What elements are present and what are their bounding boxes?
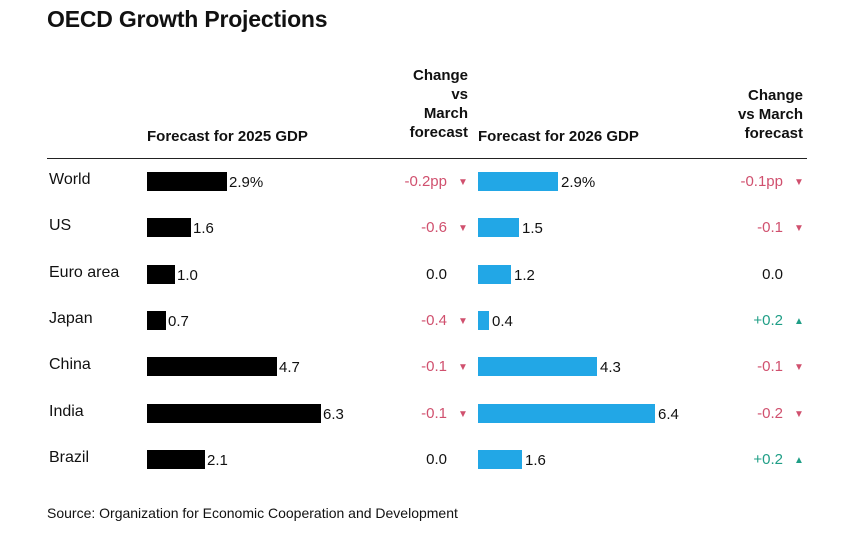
header-change-2026: Change vs March forecast (703, 86, 803, 143)
source-note: Source: Organization for Economic Cooper… (47, 505, 458, 521)
country-label-euro-area: Euro area (49, 263, 120, 281)
arrow-up-icon: ▲ (794, 315, 804, 327)
header-change-2026-line-3: forecast (744, 125, 803, 142)
arrow-down-icon: ▼ (794, 177, 804, 188)
change-2025-japan: -0.4 (421, 311, 447, 329)
header-change-2026-line-2: vs March (737, 106, 803, 123)
change-2025-brazil: 0.0 (426, 450, 447, 468)
bar-2025-india (147, 403, 321, 423)
change-2026-japan: +0.2 (753, 311, 783, 329)
country-label-brazil: Brazil (49, 448, 90, 466)
value-2025-india: 6.3 (323, 405, 344, 423)
arrow-down-icon: ▼ (458, 315, 468, 327)
bar-2025-japan (147, 310, 166, 330)
value-2026-china: 4.3 (600, 359, 621, 377)
change-2025-world: -0.2pp (404, 173, 447, 190)
value-2026-brazil: 1.6 (525, 451, 546, 469)
bar-2025-china (147, 357, 277, 377)
header-change-2025-line-4: forecast (409, 124, 468, 141)
change-2026-world: -0.1pp (740, 173, 783, 190)
header-forecast-2025: Forecast for 2025 GDP (147, 128, 308, 145)
arrow-down-icon: ▼ (458, 362, 468, 374)
chart-title: OECD Growth Projections (47, 6, 328, 32)
header-change-2025: Change vs March forecast (388, 66, 468, 142)
arrow-down-icon: ▼ (458, 177, 468, 188)
country-label-japan: Japan (49, 309, 93, 327)
change-2026-india: -0.2 (757, 404, 783, 422)
header-change-2025-line-3: March (423, 105, 468, 122)
bar-2026-us (478, 218, 519, 238)
country-label-china: China (49, 356, 91, 374)
arrow-down-icon: ▼ (794, 362, 804, 374)
value-2025-us: 1.6 (193, 220, 214, 238)
change-2025-us: -0.6 (421, 219, 447, 237)
value-2025-euro-area: 1.0 (177, 266, 198, 284)
arrow-down-icon: ▼ (458, 223, 468, 235)
value-2026-india: 6.4 (658, 405, 679, 423)
bar-2026-world (478, 172, 558, 191)
bar-2026-india (478, 403, 655, 423)
value-2026-us: 1.5 (522, 220, 543, 238)
change-2026-us: -0.1 (757, 219, 783, 237)
header-change-2025-line-1: Change (412, 67, 468, 84)
bar-2026-japan (478, 310, 489, 330)
header-change-2026-line-1: Change (747, 87, 803, 104)
bar-2025-brazil (147, 449, 205, 469)
arrow-down-icon: ▼ (794, 408, 804, 420)
country-label-us: US (49, 217, 72, 235)
value-2026-world: 2.9% (561, 174, 596, 191)
header-forecast-2026: Forecast for 2026 GDP (478, 128, 639, 145)
bar-2026-euro-area (478, 264, 511, 284)
country-label-india: India (49, 402, 84, 420)
change-2026-euro-area: 0.0 (762, 265, 783, 283)
value-2025-japan: 0.7 (168, 312, 189, 330)
change-2025-china: -0.1 (421, 358, 447, 376)
change-2026-china: -0.1 (757, 358, 783, 376)
value-2025-brazil: 2.1 (207, 451, 228, 469)
change-2025-india: -0.1 (421, 404, 447, 422)
bar-2026-brazil (478, 449, 522, 469)
value-2025-china: 4.7 (279, 359, 300, 377)
header-change-2025-line-2: vs (451, 86, 468, 103)
value-2025-world: 2.9% (229, 174, 264, 191)
value-2026-japan: 0.4 (492, 312, 513, 330)
arrow-down-icon: ▼ (458, 408, 468, 420)
bar-2025-euro-area (147, 264, 175, 284)
bar-2025-world (147, 172, 227, 191)
value-2026-euro-area: 1.2 (514, 266, 535, 284)
header-divider (47, 158, 807, 159)
bar-2026-china (478, 357, 597, 377)
change-2025-euro-area: 0.0 (426, 265, 447, 283)
country-label-world: World (49, 171, 91, 188)
bar-2025-us (147, 218, 191, 238)
arrow-down-icon: ▼ (794, 223, 804, 235)
arrow-up-icon: ▲ (794, 454, 804, 466)
change-2026-brazil: +0.2 (753, 450, 783, 468)
